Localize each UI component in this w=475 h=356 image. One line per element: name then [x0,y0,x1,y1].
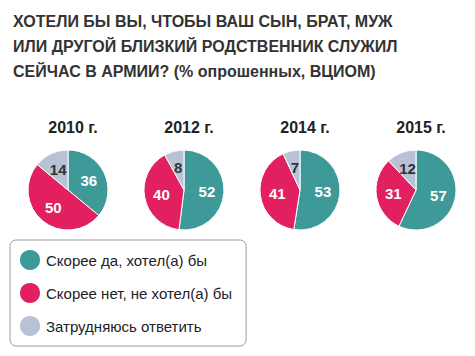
svg-text:Скорее нет, не хотел(а) бы: Скорее нет, не хотел(а) бы [46,285,232,302]
svg-text:53: 53 [315,183,332,200]
svg-text:50: 50 [45,199,62,216]
svg-text:12: 12 [399,160,416,177]
svg-text:2015 г.: 2015 г. [396,119,446,136]
svg-text:Скорее да, хотел(а) бы: Скорее да, хотел(а) бы [46,252,207,269]
svg-text:ХОТЕЛИ БЫ ВЫ, ЧТОБЫ ВАШ СЫН, Б: ХОТЕЛИ БЫ ВЫ, ЧТОБЫ ВАШ СЫН, БРАТ, МУЖ [13,13,393,30]
svg-text:52: 52 [199,183,216,200]
svg-text:8: 8 [174,159,182,176]
svg-text:СЕЙЧАС В АРМИИ? (% опрошенных,: СЕЙЧАС В АРМИИ? (% опрошенных, ВЦИОМ) [13,62,376,80]
svg-text:41: 41 [269,185,286,202]
svg-text:7: 7 [291,159,299,176]
svg-text:31: 31 [385,185,402,202]
svg-text:ИЛИ ДРУГОЙ БЛИЗКИЙ РОДСТВЕННИК: ИЛИ ДРУГОЙ БЛИЗКИЙ РОДСТВЕННИК СЛУЖИЛ [13,37,397,55]
svg-text:2012 г.: 2012 г. [164,119,214,136]
svg-text:Затрудняюсь ответить: Затрудняюсь ответить [46,318,202,335]
svg-text:40: 40 [153,186,170,203]
svg-text:2010 г.: 2010 г. [48,119,98,136]
svg-text:36: 36 [80,172,97,189]
svg-text:57: 57 [430,187,447,204]
svg-text:2014 г.: 2014 г. [280,119,330,136]
svg-text:14: 14 [50,161,67,178]
